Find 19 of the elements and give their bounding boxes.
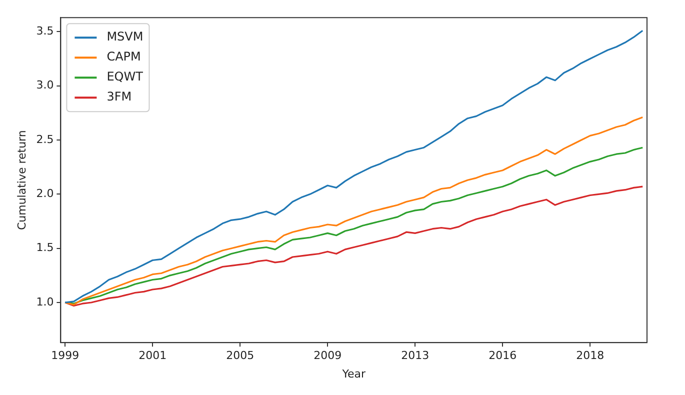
x-tick-label: 2013: [401, 349, 430, 362]
legend-label: MSVM: [106, 30, 144, 44]
y-tick-label: 1.0: [36, 295, 54, 308]
x-tick-label: 1999: [51, 349, 80, 362]
y-tick-label: 3.0: [36, 78, 54, 92]
legend-label: CAPM: [106, 50, 141, 64]
x-tick-label: 2009: [314, 349, 342, 362]
legend-label: EQWT: [106, 70, 144, 84]
x-tick-label: 2016: [488, 349, 517, 362]
y-tick-label: 1.5: [36, 241, 54, 254]
y-tick-label: 2.0: [36, 187, 54, 200]
x-axis-title: Year: [341, 367, 366, 380]
x-tick-label: 2001: [138, 349, 167, 362]
legend-label: 3FM: [106, 90, 132, 104]
y-tick-label: 3.5: [36, 24, 54, 38]
y-axis-title: Cumulative return: [15, 130, 28, 230]
x-tick-label: 2018: [576, 349, 604, 362]
x-tick-label: 2005: [226, 349, 254, 362]
y-tick-label: 2.5: [36, 132, 54, 146]
